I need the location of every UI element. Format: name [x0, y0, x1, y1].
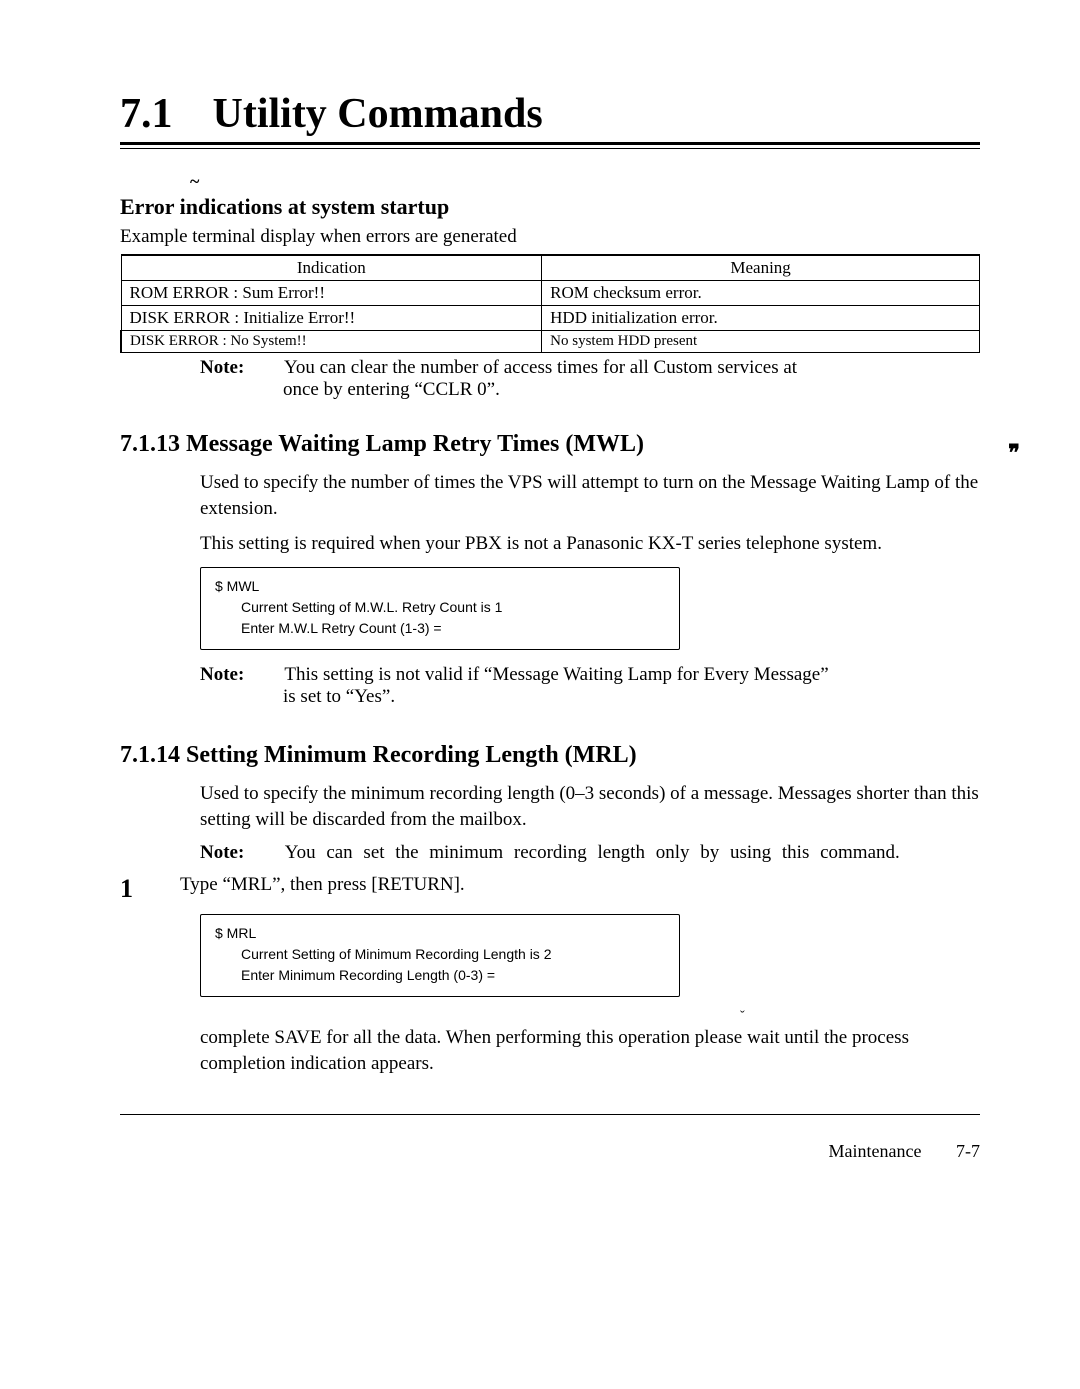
- footer-page: 7-7: [956, 1141, 980, 1161]
- note-text: This setting is not valid if “Message Wa…: [284, 664, 828, 685]
- term-line: $ MRL: [215, 923, 665, 944]
- col-indication: Indication: [121, 255, 542, 281]
- mrl-note: Note: You can set the minimum recording …: [200, 842, 980, 864]
- term-line: Enter M.W.L Retry Count (1-3) =: [241, 618, 665, 639]
- step-number: 1: [120, 874, 150, 904]
- margin-tick-icon: ❞: [1008, 440, 1020, 466]
- mrl-heading: 7.1.14 Setting Minimum Recording Length …: [120, 742, 980, 769]
- error-section-lead: Example terminal display when errors are…: [120, 226, 980, 248]
- mwl-note: Note: This setting is not valid if “Mess…: [200, 664, 980, 708]
- cell-indication: DISK ERROR : Initialize Error!!: [121, 306, 542, 331]
- note-label: Note:: [200, 842, 280, 864]
- chapter-title: 7.1 Utility Commands: [120, 90, 980, 138]
- step-text: Type “MRL”, then press [RETURN].: [180, 874, 465, 896]
- chapter-text: Utility Commands: [213, 90, 543, 138]
- mrl-p1: Used to specify the minimum recording le…: [200, 781, 980, 832]
- cell-meaning: HDD initialization error.: [542, 306, 980, 331]
- term-line: Current Setting of M.W.L. Retry Count is…: [241, 597, 665, 618]
- error-table: Indication Meaning ROM ERROR : Sum Error…: [120, 254, 980, 353]
- cell-indication: DISK ERROR : No System!!: [121, 331, 542, 353]
- tilde-mark: ~: [190, 171, 980, 192]
- mwl-heading: 7.1.13 Message Waiting Lamp Retry Times …: [120, 431, 980, 458]
- term-line: Current Setting of Minimum Recording Len…: [241, 944, 665, 965]
- cell-meaning: ROM checksum error.: [542, 281, 980, 306]
- bottom-rule: [120, 1114, 980, 1115]
- caret-mark: ˇ: [740, 1009, 980, 1025]
- mrl-closing: complete SAVE for all the data. When per…: [200, 1025, 980, 1076]
- note-label: Note:: [200, 664, 280, 686]
- cell-indication: ROM ERROR : Sum Error!!: [121, 281, 542, 306]
- step-1: 1 Type “MRL”, then press [RETURN].: [120, 874, 980, 904]
- cell-meaning: No system HDD present: [542, 331, 980, 353]
- note-cclr: Note: You can clear the number of access…: [200, 357, 980, 401]
- chapter-number: 7.1: [120, 90, 173, 138]
- page-footer: Maintenance 7-7: [120, 1141, 980, 1162]
- col-meaning: Meaning: [542, 255, 980, 281]
- footer-section: Maintenance: [829, 1141, 922, 1161]
- note-text: You can set the minimum recording length…: [285, 842, 900, 863]
- table-row-cutoff: DISK ERROR : No System!! No system HDD p…: [121, 331, 980, 353]
- mrl-terminal-box: $ MRL Current Setting of Minimum Recordi…: [200, 914, 680, 997]
- term-line: $ MWL: [215, 576, 665, 597]
- term-line: Enter Minimum Recording Length (0-3) =: [241, 965, 665, 986]
- note-text: You can clear the number of access times…: [284, 357, 797, 378]
- note-text-cont: is set to “Yes”.: [283, 686, 980, 708]
- table-header-row: Indication Meaning: [121, 255, 980, 281]
- title-rule: [120, 142, 980, 149]
- note-label: Note:: [200, 357, 280, 379]
- mwl-p1: Used to specify the number of times the …: [200, 470, 980, 521]
- mwl-terminal-box: $ MWL Current Setting of M.W.L. Retry Co…: [200, 567, 680, 650]
- note-text-cont: once by entering “CCLR 0”.: [283, 379, 980, 401]
- mwl-p2: This setting is required when your PBX i…: [200, 531, 980, 557]
- table-row: DISK ERROR : Initialize Error!! HDD init…: [121, 306, 980, 331]
- table-row: ROM ERROR : Sum Error!! ROM checksum err…: [121, 281, 980, 306]
- error-section-heading: Error indications at system startup: [120, 194, 980, 220]
